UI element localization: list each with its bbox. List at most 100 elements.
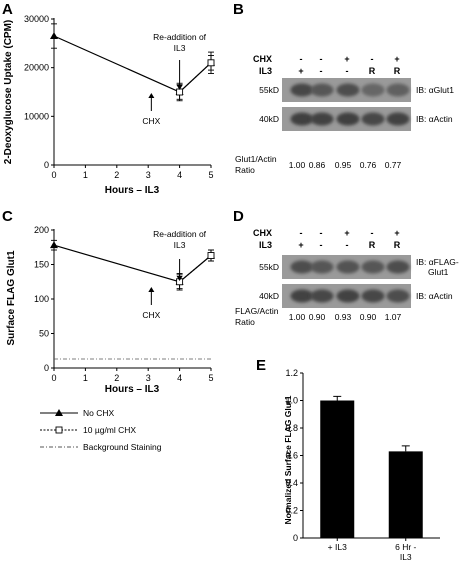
- blot-d-band: [310, 260, 334, 274]
- blot-d-band: [361, 260, 385, 274]
- blot-d-lane-mark: -: [320, 228, 323, 238]
- chart-c-y-tick-label: 150: [34, 260, 49, 270]
- chart-e-category-label: 6 Hr -IL3: [395, 542, 416, 561]
- blot-b-ratio-label: Ratio: [235, 165, 255, 175]
- chart-c-x-tick-label: 5: [208, 373, 213, 383]
- chart-a-x-tick-label: 5: [208, 170, 213, 180]
- blot-b-band: [290, 83, 314, 97]
- chart-a-series-10-g-ml-chx-line: [179, 62, 212, 93]
- chart-c-y-tick-label: 0: [44, 363, 49, 373]
- blot-d-lane-mark: R: [394, 240, 401, 250]
- chart-c-y-tick-label: 200: [34, 225, 49, 235]
- chart-e-bar: [320, 400, 355, 538]
- chart-a-x-tick-label: 0: [51, 170, 56, 180]
- chart-c-series-no-chx-point: [50, 241, 58, 249]
- blot-b-band: [361, 112, 385, 126]
- chart-c-y-label: Surface FLAG Glut1: [6, 250, 17, 345]
- chart-a-readd-arrowhead: [176, 85, 183, 90]
- blot-d-antibody-label: IB: αFLAG-Glut1: [416, 257, 459, 277]
- blot-d-lane-mark: -: [371, 228, 374, 238]
- blot-d-ratio-value: 1.00: [289, 312, 306, 322]
- chart-c-readd-arrowhead: [176, 276, 183, 281]
- blot-b-band: [386, 83, 410, 97]
- chart-e-y-tick-label: 0: [293, 533, 298, 543]
- blot-b-lane-mark: +: [344, 54, 349, 64]
- blot-b-lane-mark: +: [394, 54, 399, 64]
- blot-b-band: [290, 112, 314, 126]
- chart-a-y-tick-label: 30000: [24, 14, 49, 24]
- chart-e-y-tick-label: 0.4: [285, 478, 298, 488]
- chart-c-x-tick-label: 1: [83, 373, 88, 383]
- blot-b-lane-mark: -: [300, 54, 303, 64]
- blot-b-lane-mark: -: [320, 66, 323, 76]
- chart-a-series-10-g-ml-chx-point: [207, 59, 215, 67]
- blot-b-lane-mark: -: [371, 54, 374, 64]
- chart-c-y-tick-label: 50: [39, 329, 49, 339]
- blot-b-antibody-label: IB: αActin: [416, 114, 453, 124]
- chart-a-chx-label: CHX: [142, 116, 160, 126]
- blot-b-band: [361, 83, 385, 97]
- panel-letter-e: E: [256, 357, 266, 374]
- blot-d-kd-label: 40kD: [259, 291, 279, 301]
- chart-e-y-tick-label: 1.2: [285, 368, 298, 378]
- legend: No CHX 10 µg/ml CHX Background Staining: [40, 408, 162, 452]
- blot-d-antibody-label: IB: αActin: [416, 291, 453, 301]
- chart-c-x-tick-label: 4: [177, 373, 182, 383]
- blot-d-kd-label: 55kD: [259, 262, 279, 272]
- blot-d-band: [336, 289, 360, 303]
- blot-d-ratio-value: 0.90: [309, 312, 326, 322]
- blot-b-band: [310, 112, 334, 126]
- chart-a-x-tick-label: 4: [177, 170, 182, 180]
- blot-d-lane-mark: -: [300, 228, 303, 238]
- blot-b-lane-mark: R: [394, 66, 401, 76]
- blot-d-band: [290, 260, 314, 274]
- legend-item-2-marker: [55, 426, 63, 434]
- chart-e-y-tick-label: 0.2: [285, 506, 298, 516]
- chart-a-readd-label: Re-addition of IL3: [153, 32, 207, 53]
- blot-b-row-label: IL3: [259, 66, 272, 76]
- chart-c-x-tick-label: 2: [114, 373, 119, 383]
- blot-d-lane-mark: +: [298, 240, 303, 250]
- blot-b-lane-mark: R: [369, 66, 376, 76]
- blot-b-lane-mark: -: [320, 54, 323, 64]
- chart-e-y-label: Normalized Surface FLAG Glut1: [283, 395, 293, 524]
- blot-b-band: [386, 112, 410, 126]
- blot-b-ratio-value: 0.86: [309, 160, 326, 170]
- blot-d-lane-mark: R: [369, 240, 376, 250]
- blot-d-ratio-label: FLAG/Actin: [235, 306, 279, 316]
- panel-letter-a: A: [2, 1, 13, 18]
- chart-c-x-label: Hours – IL3: [105, 384, 160, 395]
- blot-b-ratio-label: Glut1/Actin: [235, 154, 277, 164]
- chart-e-y-tick-label: 0.8: [285, 423, 298, 433]
- blot-b-band: [310, 83, 334, 97]
- panel-letter-d: D: [233, 208, 244, 225]
- chart-c-y-tick-label: 100: [34, 294, 49, 304]
- blot-d-band: [336, 260, 360, 274]
- chart-a-y-tick-label: 20000: [24, 63, 49, 73]
- legend-item-1-label: No CHX: [83, 408, 115, 418]
- legend-item-1-marker: [55, 409, 63, 416]
- panel-letter-c: C: [2, 208, 13, 225]
- blot-d-band: [361, 289, 385, 303]
- blot-d: CHX - - + - + IL3 + - - R R 55kD IB: αFLAG-Glut1 40kD I…: [235, 228, 459, 327]
- chart-a-x-tick-label: 3: [146, 170, 151, 180]
- blot-b-kd-label: 55kD: [259, 85, 279, 95]
- panel-letter-b: B: [233, 1, 244, 18]
- blot-d-ratio-value: 0.90: [360, 312, 377, 322]
- chart-e-bar: [388, 451, 423, 538]
- chart-a-y-label: 2-Deoxyglucose Uptake (CPM): [3, 20, 14, 164]
- chart-c-readd-label: Re-addition of IL3: [153, 229, 207, 250]
- blot-d-band: [310, 289, 334, 303]
- blot-d-band: [386, 289, 410, 303]
- blot-d-ratio-label: Ratio: [235, 317, 255, 327]
- blot-b-ratio-value: 0.77: [385, 160, 402, 170]
- blot-b-ratio-value: 0.76: [360, 160, 377, 170]
- chart-c-chx-arrowhead: [148, 287, 155, 292]
- chart-a-x-label: Hours – IL3: [105, 185, 160, 196]
- blot-b-band: [336, 83, 360, 97]
- chart-c-x-tick-label: 0: [51, 373, 56, 383]
- blot-d-band: [386, 260, 410, 274]
- blot-b-band: [336, 112, 360, 126]
- blot-b-lane-mark: +: [298, 66, 303, 76]
